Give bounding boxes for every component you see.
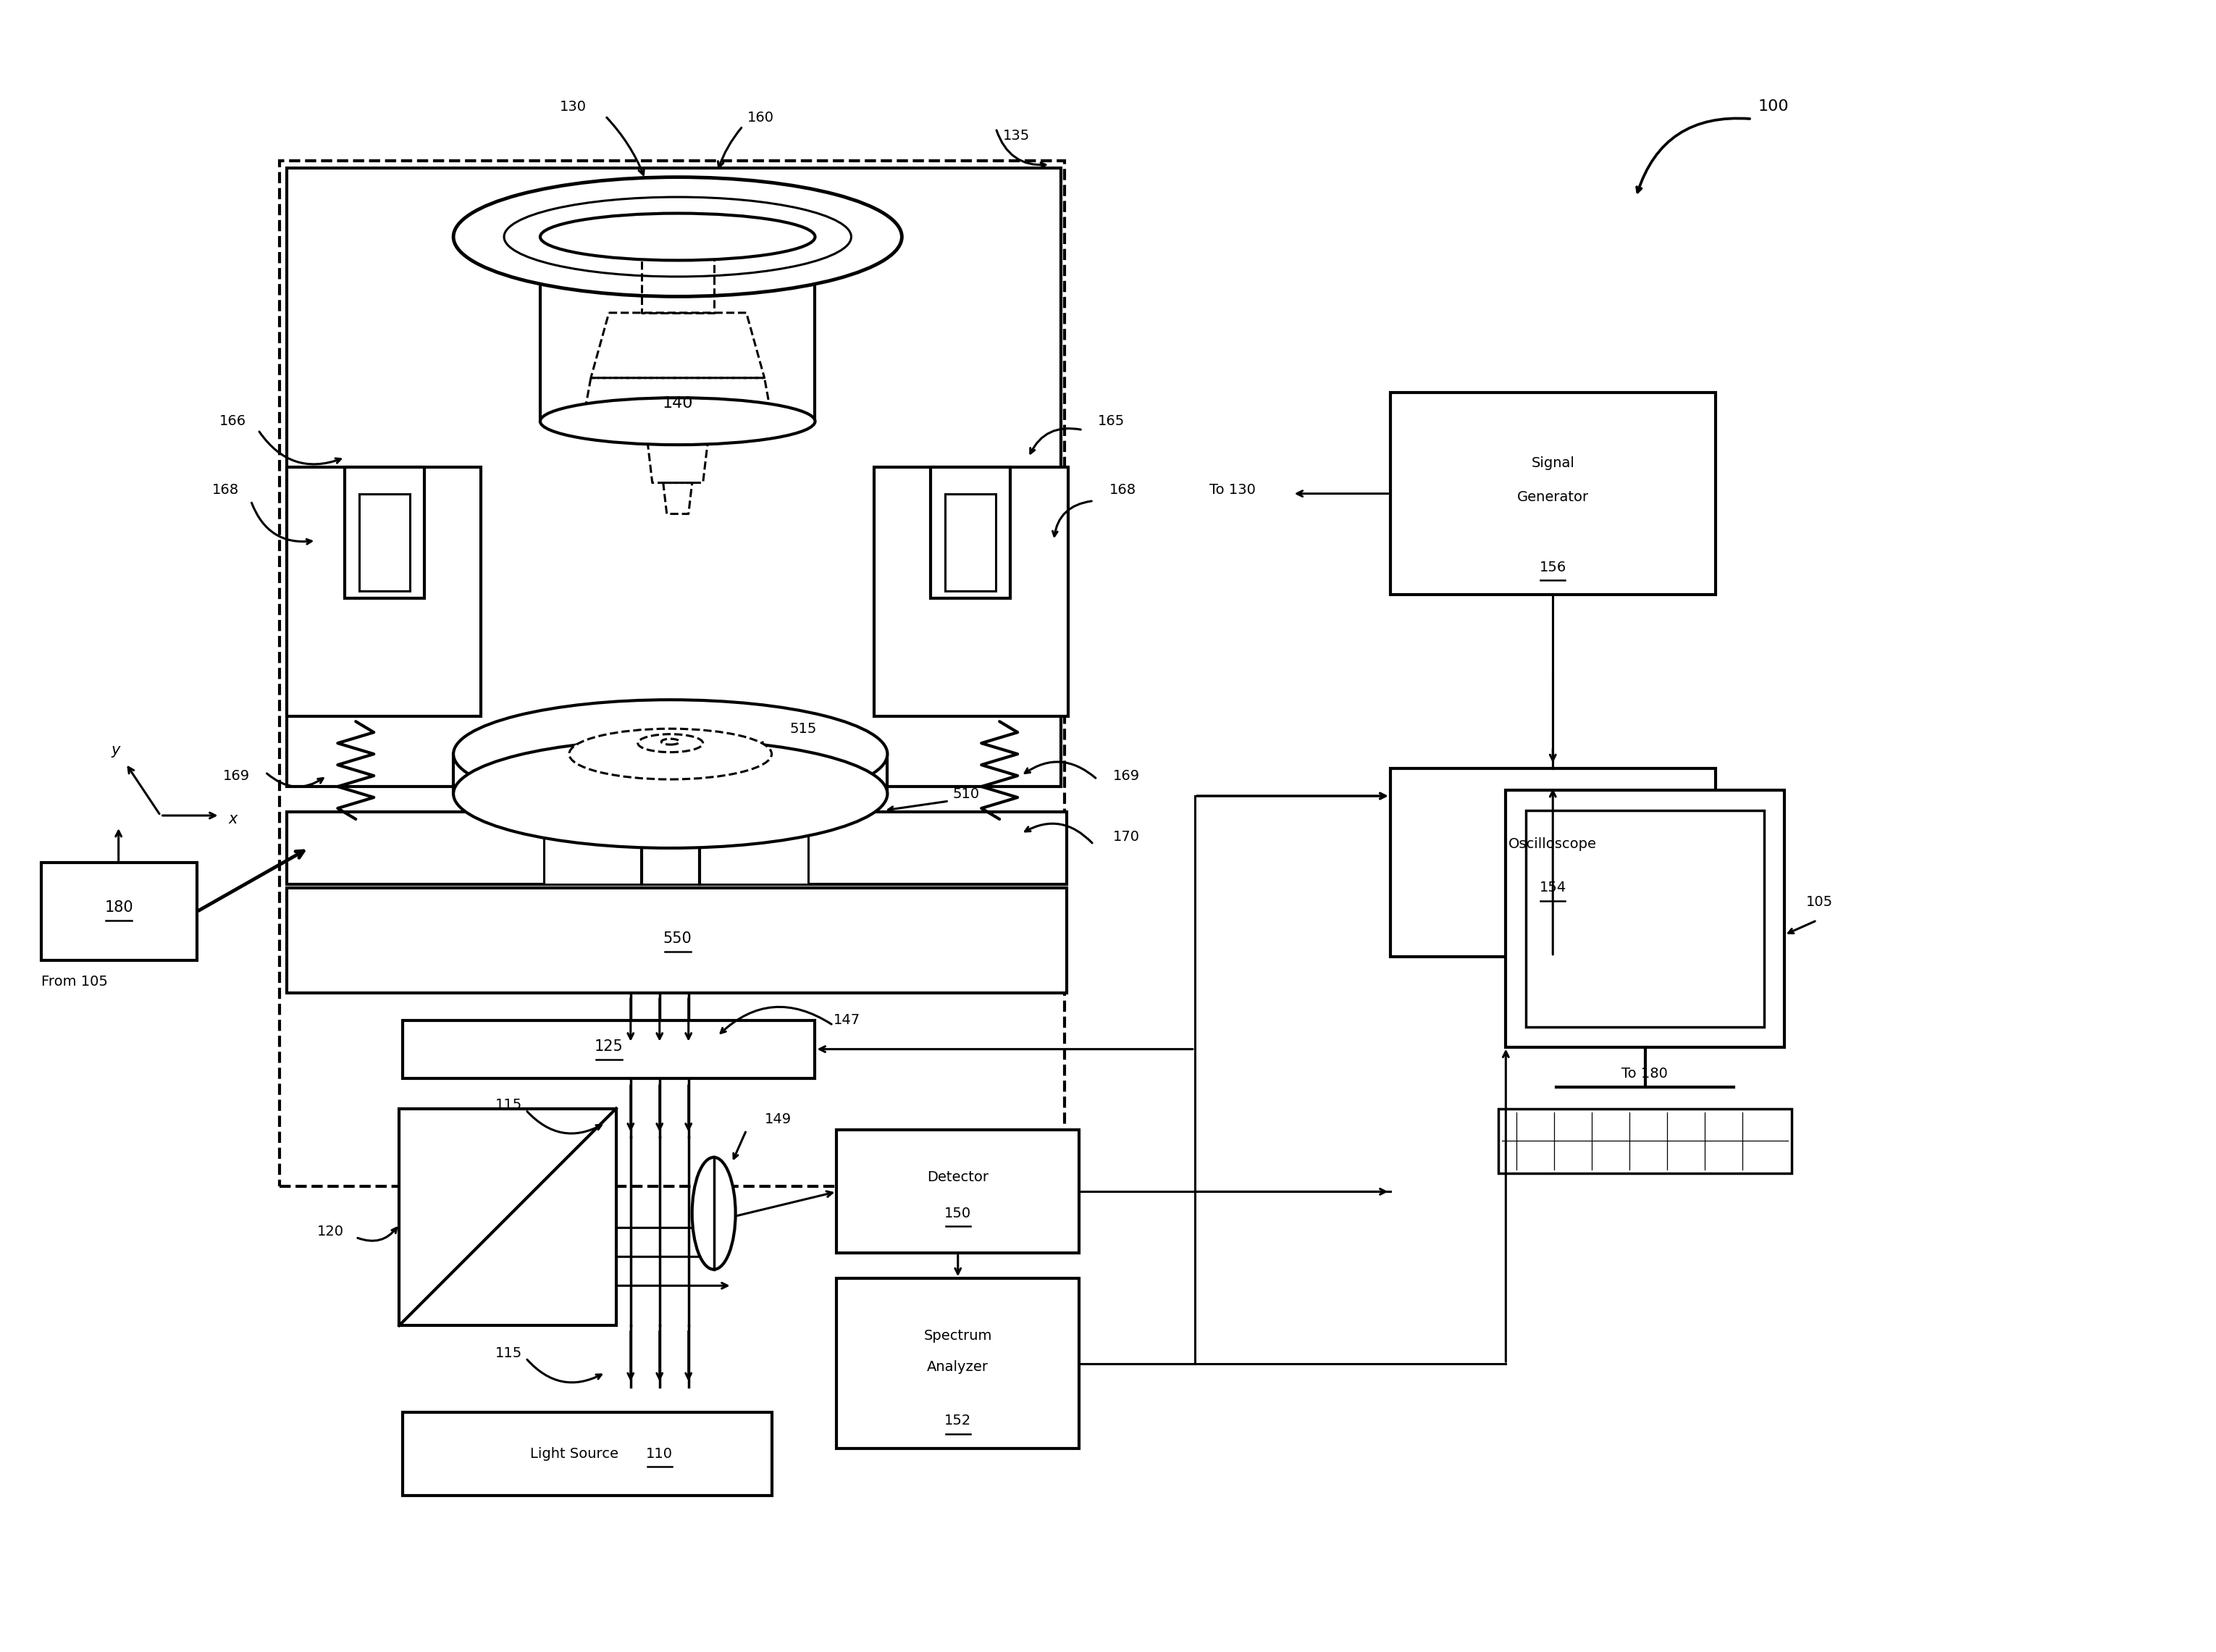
Text: 510: 510 [953,786,979,801]
Text: 169: 169 [224,768,250,783]
Text: 110: 110 [647,1447,674,1460]
Text: 515: 515 [789,722,818,735]
Text: 100: 100 [1757,99,1788,114]
Bar [875,468,1068,717]
Bar [1498,1108,1791,1173]
Text: To 180: To 180 [1622,1067,1669,1080]
Text: Analyzer: Analyzer [926,1360,988,1374]
Text: 165: 165 [1099,415,1126,428]
Text: 120: 120 [317,1224,343,1239]
Text: 115: 115 [494,1099,523,1112]
Text: Spectrum: Spectrum [924,1330,993,1343]
Bar [1527,811,1764,1028]
Text: 170: 170 [1112,831,1139,844]
Ellipse shape [541,213,815,261]
Bar [403,1021,815,1079]
Text: 550: 550 [663,932,691,945]
Text: 150: 150 [944,1206,971,1221]
Text: 147: 147 [833,1013,860,1028]
Ellipse shape [454,740,886,847]
Text: 105: 105 [1806,895,1833,909]
Text: Detector: Detector [926,1170,988,1184]
Ellipse shape [454,700,886,808]
Text: 156: 156 [1540,560,1567,575]
Text: 152: 152 [944,1414,971,1427]
Bar [838,1130,1079,1254]
Bar [279,160,1064,1186]
Ellipse shape [503,197,851,276]
Text: 149: 149 [765,1112,791,1127]
Text: 154: 154 [1540,881,1567,895]
Ellipse shape [691,1158,736,1269]
Bar [543,816,809,884]
Ellipse shape [570,729,771,780]
Ellipse shape [660,738,680,745]
Text: 168: 168 [1108,482,1137,497]
Bar [288,468,481,717]
Text: 168: 168 [213,482,239,497]
Text: 135: 135 [1004,129,1030,142]
Text: x: x [228,811,237,826]
Text: Light Source: Light Source [530,1447,623,1460]
Bar [288,887,1066,993]
Bar [1507,790,1784,1047]
Text: 169: 169 [1112,768,1139,783]
Bar [1389,392,1715,595]
Text: y: y [111,743,120,758]
Bar [541,236,815,421]
Ellipse shape [454,177,902,296]
Text: 130: 130 [558,99,587,114]
Bar [946,494,995,591]
Text: 160: 160 [747,111,773,124]
Bar [359,494,410,591]
Text: From 105: From 105 [42,975,109,990]
Text: 115: 115 [494,1346,523,1360]
Text: 180: 180 [104,900,133,915]
Text: 140: 140 [663,396,694,410]
Bar [1389,768,1715,957]
Bar [288,811,1066,884]
Text: Generator: Generator [1518,491,1589,504]
Ellipse shape [541,398,815,444]
Bar [42,862,197,960]
Bar [399,1108,616,1325]
Text: Oscilloscope: Oscilloscope [1509,838,1598,851]
Bar [288,169,1061,786]
Text: To 130: To 130 [1210,482,1256,497]
Bar [838,1279,1079,1449]
Bar [403,1412,771,1495]
Text: Signal: Signal [1531,456,1576,471]
Bar [346,468,425,598]
Text: 125: 125 [594,1039,623,1054]
Text: 166: 166 [219,415,246,428]
Bar [931,468,1010,598]
